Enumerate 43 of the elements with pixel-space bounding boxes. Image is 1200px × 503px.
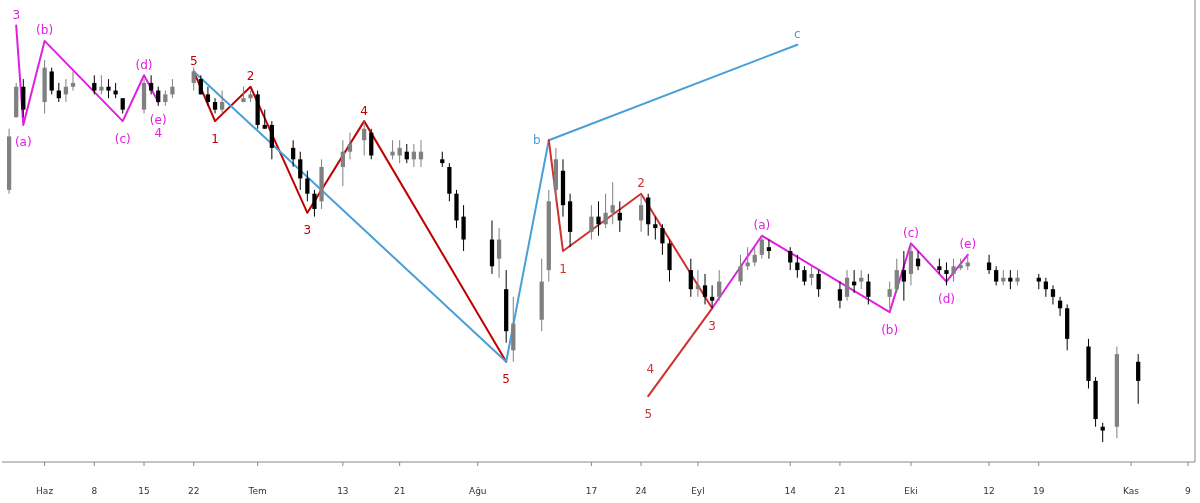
annotation: 3 (303, 223, 312, 238)
x-tick-label: 17 (585, 486, 598, 496)
annotation: (c) (114, 131, 131, 146)
annotation: (b) (36, 23, 54, 38)
annotation: (a) (14, 135, 32, 150)
x-tick-label: 8 (91, 486, 98, 496)
annotation: (a) (753, 218, 771, 233)
annotation: (c) (902, 225, 919, 240)
annotation: (b) (881, 322, 899, 337)
annotation: (d) (135, 57, 153, 72)
annotation: 4 (154, 125, 163, 140)
annotation: (e) (149, 112, 167, 127)
x-tick-label: 14 (784, 486, 797, 496)
annotation: (d) (937, 292, 955, 307)
annotation: b (532, 132, 541, 147)
annotation: 1 (211, 131, 219, 146)
annotation: 1 (559, 261, 567, 276)
x-tick-label: Ağu (468, 486, 487, 496)
x-tick-label: Eyl (691, 486, 705, 496)
x-tick-label: 21 (834, 486, 846, 496)
x-tick-label: Kas (1123, 486, 1140, 496)
annotation: 4 (646, 361, 655, 376)
annotation: c (794, 27, 801, 42)
annotation: (e) (959, 237, 977, 252)
x-tick-label: 12 (983, 486, 995, 496)
x-tick-label: Tem (247, 486, 267, 496)
x-tick-label: 13 (337, 486, 349, 496)
annotation: 3 (708, 318, 716, 333)
x-tick-label: 9 (1185, 486, 1192, 496)
annotation: 5 (644, 406, 653, 421)
x-tick-label: 15 (138, 486, 150, 496)
annotation: 3 (12, 8, 21, 23)
annotation: 5 (189, 53, 198, 68)
annotation: 2 (637, 176, 645, 191)
x-tick-label: 21 (393, 486, 406, 496)
annotation: 2 (246, 69, 255, 84)
x-tick-label: Eki (904, 486, 918, 496)
annotation: 4 (360, 103, 368, 118)
x-tick-label: 24 (635, 486, 648, 496)
annotation: 5 (502, 372, 510, 387)
x-tick-label: Haz (36, 486, 54, 496)
x-tick-label: 22 (188, 486, 200, 496)
x-tick-label: 19 (1033, 486, 1045, 496)
